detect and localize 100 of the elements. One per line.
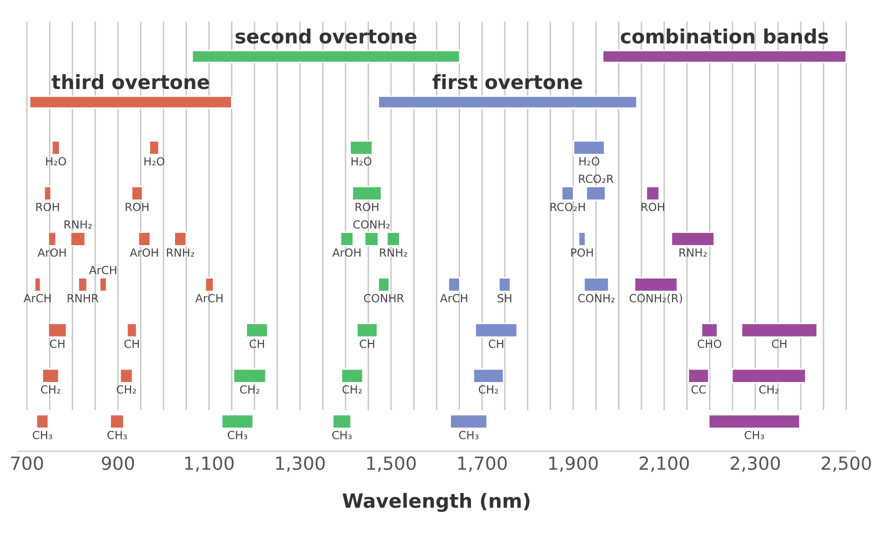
bar — [126, 322, 138, 338]
data-label: RNH₂ — [680, 248, 707, 257]
data-label: ROH — [356, 202, 378, 212]
bar — [138, 231, 151, 247]
bar — [204, 277, 214, 292]
x-tick-label: 1,700 — [458, 456, 507, 472]
data-label: ROH — [126, 202, 148, 212]
bar — [332, 414, 352, 430]
data-label: CONH₂ — [353, 220, 390, 229]
data-label: CH — [772, 340, 786, 348]
bar — [378, 277, 390, 292]
data-label: third overtone — [52, 74, 210, 90]
data-label: CH — [50, 340, 64, 348]
bar — [472, 368, 504, 384]
x-tick-label: 2,100 — [640, 456, 689, 472]
bar — [634, 277, 678, 292]
data-label: ArOH — [38, 248, 66, 257]
data-label: RNH₂ — [166, 248, 194, 257]
data-label: first overtone — [432, 74, 582, 90]
x-axis-title: Wavelength (nm) — [342, 492, 530, 512]
bar — [386, 231, 400, 247]
bar — [583, 277, 610, 292]
data-label: CH₂ — [40, 385, 60, 394]
data-label: RNHR — [68, 294, 98, 302]
bar — [731, 368, 806, 384]
data-label: CH₂ — [759, 385, 778, 394]
x-tick-label: 1,300 — [276, 456, 325, 472]
bar — [70, 231, 86, 247]
data-label: second overtone — [236, 28, 416, 44]
data-label: ArCH — [440, 294, 468, 302]
data-label: ROH — [36, 202, 59, 212]
bar — [99, 277, 108, 292]
data-label: ArOH — [130, 248, 158, 257]
data-label: ArCH — [24, 294, 51, 302]
bar — [572, 140, 606, 156]
bar — [352, 186, 382, 201]
bar — [78, 277, 88, 292]
bar — [740, 322, 818, 338]
data-label: RCO₂H — [550, 202, 585, 212]
data-label: CONH₂(R) — [630, 294, 682, 304]
bar — [232, 368, 267, 384]
x-tick-label: 2,300 — [730, 456, 780, 472]
x-tick-label: 1,500 — [367, 456, 416, 472]
bar — [448, 277, 460, 292]
data-label: RNH₂ — [380, 248, 408, 257]
data-label: CH — [250, 340, 264, 348]
x-tick-label: 1,100 — [185, 456, 234, 472]
bar — [110, 414, 125, 430]
bar — [148, 140, 160, 156]
bar — [34, 277, 42, 292]
data-label: H₂O — [46, 157, 66, 166]
data-label: CH₃ — [107, 430, 127, 440]
bar — [130, 186, 144, 201]
data-label: combination bands — [620, 28, 828, 44]
bar — [646, 186, 660, 201]
data-label: RNH₂ — [64, 220, 92, 229]
data-label: CH₃ — [744, 430, 764, 440]
data-label: ArOH — [332, 248, 360, 257]
data-label: CHO — [698, 340, 722, 348]
data-label: ROH — [641, 202, 664, 212]
bar — [349, 140, 374, 156]
bar — [48, 322, 68, 338]
data-label: RCO₂R — [579, 174, 614, 184]
bar — [340, 231, 354, 247]
data-label: CH₃ — [228, 430, 248, 440]
data-label: CONHR — [364, 294, 404, 302]
bar — [688, 368, 710, 384]
data-label: CH₂ — [116, 385, 136, 394]
x-tick-label: 700 — [11, 456, 43, 470]
bar — [221, 414, 254, 430]
data-label: CH₃ — [32, 430, 52, 440]
data-label: CH₃ — [332, 430, 352, 440]
data-label: CH₂ — [240, 385, 260, 394]
data-label: POH — [571, 248, 593, 257]
data-label: H₂O — [579, 157, 600, 166]
x-tick-label: 1,900 — [549, 456, 598, 472]
data-label: H₂O — [144, 157, 164, 166]
bar — [670, 231, 715, 247]
data-label: CH — [360, 340, 374, 348]
bar — [48, 231, 57, 247]
x-tick-label: 2,500 — [822, 456, 871, 472]
data-label: SH — [498, 294, 512, 302]
data-label: ArCH — [195, 294, 222, 302]
bar — [578, 231, 586, 247]
bar — [708, 414, 801, 430]
data-label: H₂O — [352, 157, 372, 166]
bar — [44, 186, 52, 201]
data-label: CC — [691, 385, 706, 394]
bar — [474, 322, 518, 338]
bar — [450, 414, 488, 430]
bar — [42, 368, 60, 384]
data-label: CH₃ — [459, 430, 478, 440]
data-label: ArCH — [89, 266, 116, 274]
bar — [561, 186, 574, 201]
bar — [174, 231, 187, 247]
data-label: CH₂ — [478, 385, 498, 394]
bar — [356, 322, 378, 338]
data-label: CH — [488, 340, 504, 348]
data-label: CONH₂ — [578, 294, 614, 302]
bar — [120, 368, 134, 384]
